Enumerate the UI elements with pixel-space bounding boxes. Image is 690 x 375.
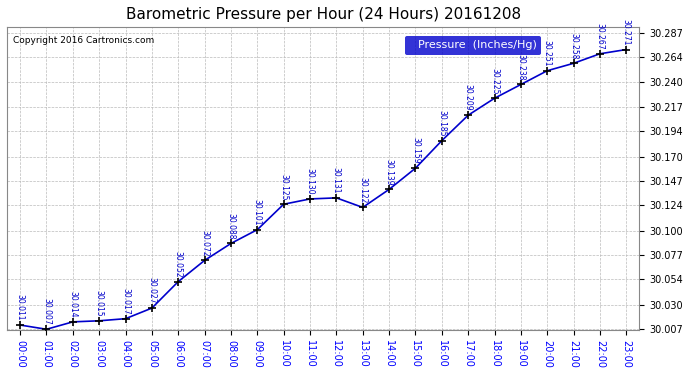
Text: Copyright 2016 Cartronics.com: Copyright 2016 Cartronics.com: [13, 36, 155, 45]
Text: 30.072: 30.072: [200, 230, 209, 256]
Text: 30.027: 30.027: [148, 277, 157, 304]
Text: 30.131: 30.131: [332, 167, 341, 194]
Text: 30.011: 30.011: [16, 294, 25, 321]
Text: 30.139: 30.139: [384, 159, 393, 185]
Pressure  (Inches/Hg): [174, 279, 182, 284]
Line: Pressure  (Inches/Hg): Pressure (Inches/Hg): [16, 45, 631, 333]
Pressure  (Inches/Hg): [437, 138, 446, 143]
Text: 30.159: 30.159: [411, 137, 420, 164]
Pressure  (Inches/Hg): [517, 82, 525, 87]
Pressure  (Inches/Hg): [306, 197, 314, 201]
Pressure  (Inches/Hg): [69, 320, 77, 324]
Text: 30.122: 30.122: [358, 177, 367, 203]
Pressure  (Inches/Hg): [464, 113, 472, 117]
Text: 30.007: 30.007: [42, 298, 51, 325]
Text: 30.258: 30.258: [569, 33, 578, 59]
Text: 30.271: 30.271: [622, 19, 631, 45]
Pressure  (Inches/Hg): [279, 202, 288, 207]
Text: 30.209: 30.209: [464, 84, 473, 111]
Pressure  (Inches/Hg): [227, 241, 235, 246]
Pressure  (Inches/Hg): [622, 47, 631, 52]
Text: 30.267: 30.267: [595, 23, 604, 50]
Pressure  (Inches/Hg): [385, 187, 393, 192]
Pressure  (Inches/Hg): [148, 306, 156, 310]
Text: 30.251: 30.251: [543, 40, 552, 66]
Pressure  (Inches/Hg): [543, 69, 551, 73]
Text: 30.088: 30.088: [226, 213, 235, 239]
Pressure  (Inches/Hg): [16, 323, 24, 327]
Text: 30.225: 30.225: [490, 68, 499, 94]
Pressure  (Inches/Hg): [121, 316, 130, 321]
Pressure  (Inches/Hg): [491, 96, 499, 100]
Text: 30.015: 30.015: [95, 290, 103, 316]
Pressure  (Inches/Hg): [95, 318, 104, 323]
Text: 30.130: 30.130: [306, 168, 315, 195]
Text: 30.017: 30.017: [121, 288, 130, 315]
Pressure  (Inches/Hg): [201, 258, 209, 262]
Text: 30.238: 30.238: [516, 54, 525, 80]
Pressure  (Inches/Hg): [359, 205, 367, 210]
Pressure  (Inches/Hg): [411, 166, 420, 171]
Text: 30.185: 30.185: [437, 110, 446, 136]
Text: 30.125: 30.125: [279, 174, 288, 200]
Pressure  (Inches/Hg): [595, 51, 604, 56]
Pressure  (Inches/Hg): [569, 61, 578, 66]
Pressure  (Inches/Hg): [333, 196, 341, 200]
Text: 30.014: 30.014: [68, 291, 77, 318]
Legend: Pressure  (Inches/Hg): Pressure (Inches/Hg): [404, 36, 542, 55]
Text: 30.101: 30.101: [253, 199, 262, 225]
Title: Barometric Pressure per Hour (24 Hours) 20161208: Barometric Pressure per Hour (24 Hours) …: [126, 7, 521, 22]
Text: 30.052: 30.052: [174, 251, 183, 278]
Pressure  (Inches/Hg): [253, 227, 262, 232]
Pressure  (Inches/Hg): [42, 327, 50, 332]
